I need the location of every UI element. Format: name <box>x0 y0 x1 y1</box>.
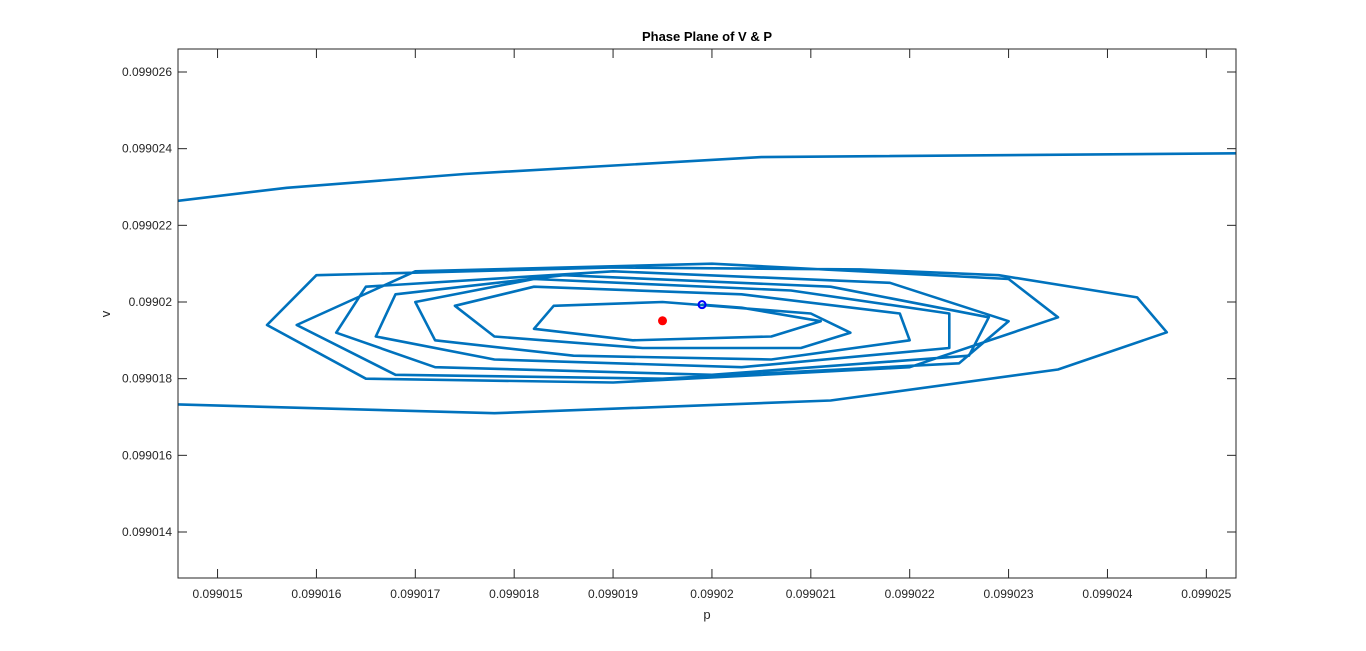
equilibrium-marker <box>658 316 668 326</box>
chart-title: Phase Plane of V & P <box>642 29 772 44</box>
x-tick-label: 0.099015 <box>193 587 243 601</box>
y-axis-label: v <box>98 310 113 317</box>
axes-background <box>178 49 1236 578</box>
start-marker <box>697 300 707 310</box>
y-tick-label: 0.099022 <box>122 218 172 232</box>
axes-box <box>177 48 1237 579</box>
y-tick-label: 0.099026 <box>122 65 172 79</box>
x-tick-label: 0.099019 <box>588 587 638 601</box>
plot-area <box>178 152 1236 415</box>
x-tick-label: 0.099017 <box>390 587 440 601</box>
x-tick-label: 0.099016 <box>291 587 341 601</box>
y-axis: 0.099014 0.099016 0.099018 0.09902 0.099022 0… <box>122 65 1236 539</box>
x-tick-label: 0.09902 <box>690 587 734 601</box>
x-tick-label: 0.099022 <box>885 587 935 601</box>
trajectory-series-1 <box>178 262 1169 415</box>
y-tick-label: 0.099014 <box>122 525 172 539</box>
x-tick-label: 0.099018 <box>489 587 539 601</box>
x-tick-label: 0.099023 <box>984 587 1034 601</box>
x-axis-label: p <box>703 607 710 622</box>
y-tick-label: 0.099024 <box>122 142 172 156</box>
trajectory-series-0 <box>178 152 1236 203</box>
y-tick-label: 0.099016 <box>122 448 172 462</box>
x-axis: 0.099015 0.099016 0.099017 0.099018 0.099019… <box>193 49 1232 601</box>
x-tick-label: 0.099024 <box>1082 587 1132 601</box>
y-tick-label: 0.099018 <box>122 372 172 386</box>
x-tick-label: 0.099021 <box>786 587 836 601</box>
y-tick-label: 0.09902 <box>129 295 173 309</box>
x-tick-label: 0.099025 <box>1181 587 1231 601</box>
